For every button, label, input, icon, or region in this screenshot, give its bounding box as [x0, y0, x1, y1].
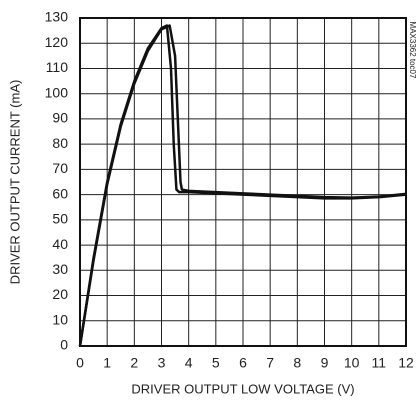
y-tick-label: 50: [52, 211, 68, 227]
y-tick-label: 130: [45, 9, 69, 25]
y-tick-label: 20: [52, 286, 68, 302]
x-tick-label: 2: [130, 355, 138, 371]
x-tick-label: 9: [321, 355, 329, 371]
x-axis-label: DRIVER OUTPUT LOW VOLTAGE (V): [131, 381, 354, 396]
y-tick-label: 0: [60, 337, 68, 353]
data-line: [78, 24, 407, 347]
x-tick-label: 10: [344, 355, 360, 371]
x-tick-label: 6: [239, 355, 247, 371]
x-tick-label: 7: [266, 355, 274, 371]
x-tick-label: 11: [372, 355, 387, 371]
y-tick-label: 90: [52, 110, 68, 126]
plot-frame: [79, 17, 407, 347]
y-tick-label: 10: [52, 311, 68, 327]
y-tick-label: 60: [52, 185, 68, 201]
y-axis-label: DRIVER OUTPUT CURRENT (mA): [7, 80, 22, 285]
x-tick-label: 5: [212, 355, 220, 371]
annotation: MAX3362 toc07: [408, 22, 417, 79]
y-tick-label: 100: [45, 84, 69, 100]
y-tick-label: 80: [52, 135, 68, 151]
y-tick-label: 110: [46, 59, 69, 75]
x-tick-label: 1: [103, 355, 111, 371]
x-tick-label: 3: [158, 355, 166, 371]
y-tick-label: 120: [45, 34, 69, 50]
x-tick-label: 8: [293, 355, 301, 371]
y-tick-label: 40: [52, 236, 68, 252]
y-tick-label: 70: [52, 160, 68, 176]
x-tick-label: 12: [398, 355, 414, 371]
x-tick-label: 4: [185, 355, 193, 371]
y-tick-label: 30: [52, 261, 68, 277]
x-tick-label: 0: [76, 355, 84, 371]
